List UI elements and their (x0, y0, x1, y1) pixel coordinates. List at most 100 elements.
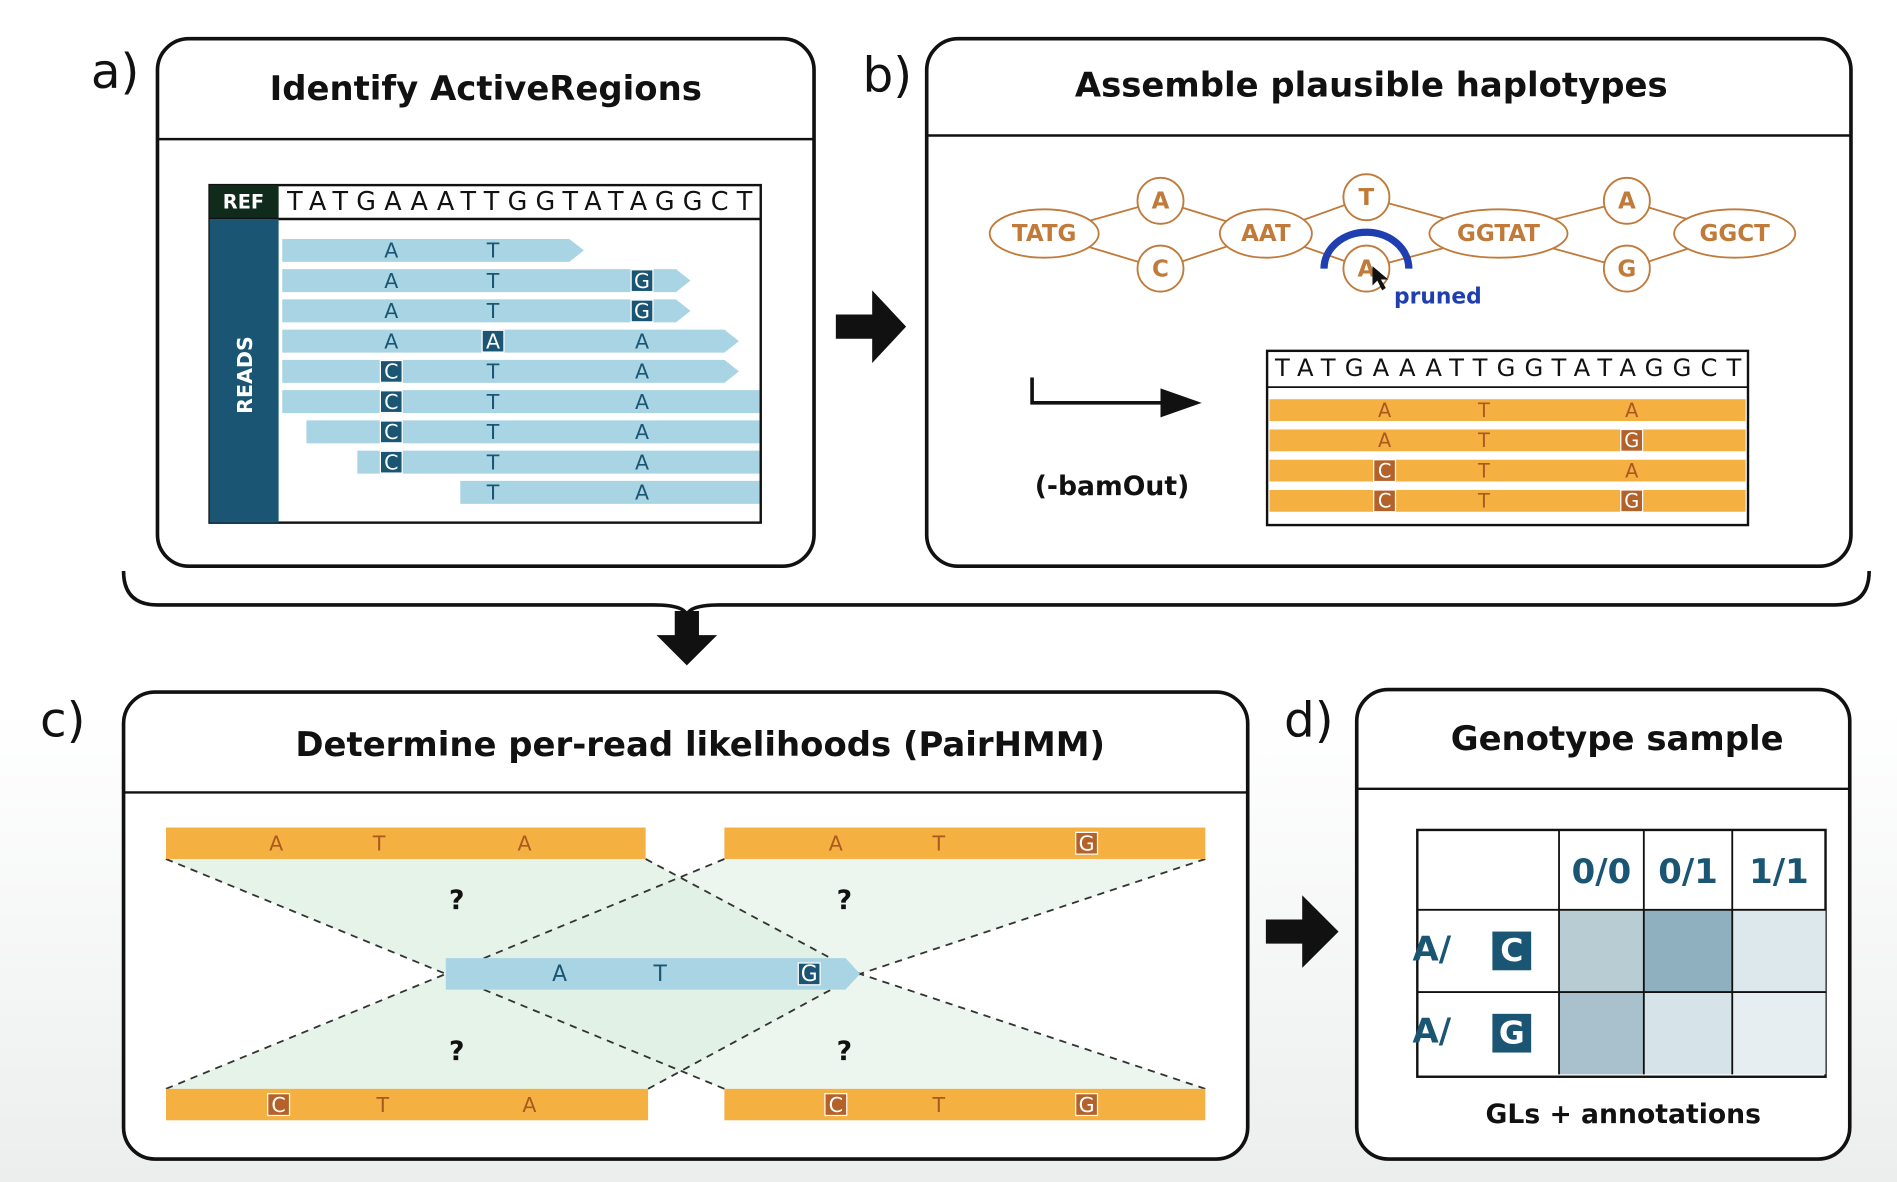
ref-tag (209, 185, 279, 219)
base-box (1373, 489, 1397, 513)
base: A (1625, 399, 1639, 422)
graph-node (1342, 173, 1391, 222)
base: A (1625, 459, 1639, 482)
node-label: AAT (1241, 221, 1291, 247)
base: A (635, 390, 649, 414)
panel-title: Identify ActiveRegions (270, 69, 702, 108)
base: A (384, 329, 398, 353)
haplotype-bar (724, 1088, 1206, 1121)
arrow (656, 610, 718, 666)
column-header: 0/1 (1658, 852, 1718, 891)
haplotype-bar (1269, 489, 1746, 512)
graph-node (1602, 244, 1651, 293)
base: G (1079, 1093, 1095, 1117)
base: G (634, 269, 650, 293)
base-box (797, 962, 821, 986)
allele: C (1500, 933, 1523, 969)
reads-label: READS (233, 336, 257, 414)
allele-box (1492, 931, 1532, 971)
question-mark: ? (837, 885, 852, 916)
allele: G (1499, 1015, 1525, 1051)
base-box (1075, 1093, 1099, 1117)
base: A (384, 299, 398, 323)
node-label: A (1618, 189, 1636, 215)
base: T (1477, 429, 1490, 452)
haplotype-bar (165, 827, 646, 859)
graph-node (1673, 208, 1797, 259)
base-box (481, 329, 505, 353)
base: A (829, 831, 843, 855)
base-box (379, 359, 403, 383)
output-label: (-bamOut) (1035, 471, 1190, 502)
elbow-arrow (1030, 377, 1166, 405)
base: A (635, 450, 649, 474)
question-mark: ? (449, 1036, 464, 1067)
read (460, 480, 760, 504)
likelihood-cell (1559, 909, 1644, 993)
likelihood-cell (1732, 992, 1826, 1075)
graph-node (988, 208, 1100, 259)
read (282, 238, 584, 262)
base: T (1477, 459, 1490, 482)
haplotype-bar (165, 1088, 649, 1121)
question-mark: ? (837, 1036, 852, 1067)
read (282, 269, 691, 293)
base: T (1477, 399, 1490, 422)
read (445, 958, 861, 990)
base: T (653, 962, 668, 987)
node-label: A (1152, 189, 1170, 215)
alignment-region (445, 973, 1206, 1089)
haplotype-bar (1269, 399, 1746, 422)
read (357, 450, 760, 474)
panel-title: Determine per-read likelihoods (PairHMM) (295, 725, 1105, 764)
reads-tag (209, 218, 279, 523)
node-label: A (1358, 256, 1376, 282)
pruned-arc (1320, 228, 1413, 269)
arrowhead (1160, 388, 1202, 418)
arrow (835, 290, 907, 363)
likelihood-cell (1559, 992, 1644, 1075)
column-header: 0/0 (1572, 852, 1632, 891)
base: C (829, 1093, 843, 1117)
base: T (486, 239, 500, 263)
read (282, 359, 739, 383)
base: T (932, 1093, 946, 1117)
base: T (486, 269, 500, 293)
likelihood-cell (1643, 992, 1733, 1075)
base-box (1075, 831, 1099, 855)
base: T (1477, 490, 1490, 513)
base: T (375, 1093, 389, 1117)
base: C (1378, 459, 1392, 482)
base: G (1624, 490, 1639, 513)
likelihood-cell (1732, 909, 1826, 993)
node-label: GGCT (1699, 221, 1770, 247)
ref-sequence: TATGAAATTGGTATAGGCT (286, 186, 753, 216)
base: T (486, 390, 500, 414)
base-box (630, 269, 654, 293)
read (282, 390, 760, 414)
row-prefix: A/ (1413, 1012, 1452, 1051)
panel-title: Genotype sample (1451, 719, 1784, 758)
alignment-region (445, 858, 1206, 974)
base: C (384, 390, 398, 414)
allele-box (1492, 1013, 1532, 1053)
read (282, 299, 691, 323)
base-box (1620, 489, 1644, 513)
base-box (824, 1093, 848, 1117)
pruned-label: pruned (1394, 285, 1482, 310)
panel-label: a) (91, 44, 140, 100)
panel-label: b) (862, 48, 912, 104)
base: C (384, 420, 398, 444)
base-box (630, 299, 654, 323)
footer: GLs + annotations (1485, 1099, 1761, 1130)
base: A (552, 962, 567, 987)
base: A (522, 1093, 536, 1117)
read (306, 420, 760, 444)
base: T (486, 360, 500, 384)
base: A (635, 360, 649, 384)
graph-node (1602, 176, 1651, 225)
base: G (1624, 429, 1639, 452)
base: T (932, 831, 946, 855)
base: A (384, 269, 398, 293)
